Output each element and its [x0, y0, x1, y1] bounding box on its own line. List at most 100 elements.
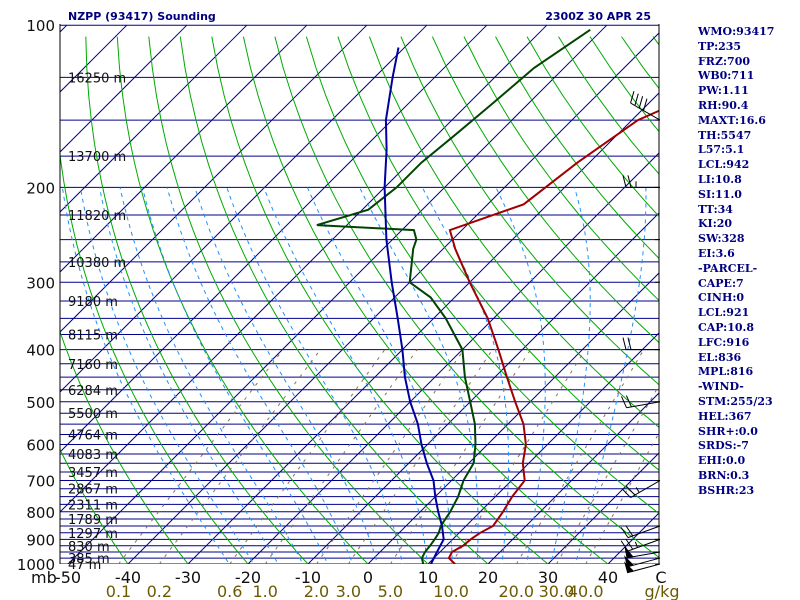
temperature-tick-label: 40	[598, 568, 618, 587]
height-label: 11820 m	[68, 209, 126, 224]
dry-adiabat-line	[60, 150, 249, 564]
index-item: SI:11.0	[698, 187, 742, 201]
index-item: BSHR:23	[698, 483, 755, 497]
isotherm-line	[60, 24, 308, 273]
index-item: SRDS:-7	[698, 439, 749, 453]
height-label: 6284 m	[68, 384, 118, 399]
dry-adiabat-line	[211, 36, 549, 564]
isotherm-line	[487, 392, 659, 564]
mixing-ratio-tick-label: 20.0	[498, 582, 534, 600]
mixing-ratio-line	[264, 349, 418, 564]
moist-adiabat-line	[421, 187, 509, 564]
dry-adiabat-line	[116, 36, 369, 564]
height-label: 16250 m	[68, 71, 126, 86]
pressure-tick-label: 1000	[17, 556, 55, 574]
dry-adiabat-line	[337, 36, 659, 471]
moist-adiabat-line	[575, 187, 647, 564]
index-item: PW:1.11	[698, 84, 749, 98]
moist-adiabat-line	[306, 187, 453, 564]
dry-adiabat-line	[179, 36, 489, 564]
moist-adiabat-line	[550, 187, 591, 564]
temperature-tick-label: -40	[115, 568, 141, 587]
height-label: 4083 m	[68, 448, 118, 463]
wind-barb	[620, 538, 661, 552]
dry-adiabat-line	[305, 36, 659, 515]
isotherm-line	[60, 24, 368, 333]
index-item: -PARCEL-	[698, 261, 758, 275]
moist-adiabat-line	[166, 187, 354, 564]
index-item: MAXT:16.6	[698, 113, 766, 127]
mixing-ratio-line	[316, 349, 465, 564]
pressure-tick-label: 800	[26, 504, 55, 522]
mixing-ratio-line	[450, 349, 586, 564]
dry-adiabat-line	[60, 329, 189, 564]
isotherm-line	[60, 24, 188, 153]
index-item: L57:5.1	[698, 143, 745, 157]
temperature-axis-unit: C	[655, 568, 666, 587]
index-item: EI:3.6	[698, 246, 735, 260]
index-item: HEL:367	[698, 409, 752, 423]
index-item: LCL:942	[698, 158, 750, 172]
moist-adiabat-line	[495, 187, 546, 564]
dry-adiabat-line	[431, 36, 659, 344]
mixing-ratio-tick-label: 5.0	[378, 582, 403, 600]
index-item: MPL:816	[698, 365, 754, 379]
index-item: TT:34	[698, 202, 733, 216]
height-label: 7160 m	[68, 358, 118, 373]
isotherm-line	[547, 452, 659, 564]
height-label: 8115 m	[68, 329, 118, 344]
temperature-tick-label: 10	[418, 568, 438, 587]
index-item: EHI:0.0	[698, 454, 746, 468]
wind-barb	[621, 395, 661, 409]
height-label: 2311 m	[68, 498, 118, 513]
height-label: 47 m	[68, 558, 101, 573]
index-item: BRN:0.3	[698, 468, 750, 482]
pressure-tick-label: 300	[26, 274, 55, 292]
wind-barb	[622, 337, 660, 351]
mixing-ratio-tick-label: 0.6	[217, 582, 242, 600]
height-label: 1789 m	[68, 513, 118, 528]
mixing-ratio-tick-label: 10.0	[433, 582, 469, 600]
mixing-ratio-tick-label: 0.2	[147, 582, 172, 600]
dry-adiabat-line	[463, 36, 659, 302]
index-item: -WIND-	[698, 380, 744, 394]
index-item: CINH:0	[698, 291, 745, 305]
dewpoint-trace	[316, 28, 591, 564]
wind-barb	[630, 91, 661, 121]
pressure-axis-unit: mb	[31, 568, 57, 587]
isotherm-line	[60, 24, 548, 513]
mixing-ratio-tick-label: 30.0	[539, 582, 575, 600]
mixing-ratio-tick-label: 0.1	[106, 582, 131, 600]
pressure-tick-label: 100	[26, 17, 55, 35]
isotherm-line	[307, 212, 659, 564]
temperature-tick-label: -10	[295, 568, 321, 587]
index-item: RH:90.4	[698, 98, 749, 112]
index-item: KI:20	[698, 217, 733, 231]
moist-adiabat-line	[61, 187, 230, 564]
height-label: 1297 m	[68, 527, 118, 542]
height-label: 4764 m	[68, 429, 118, 444]
isotherm-line	[247, 152, 659, 564]
index-item: LI:10.8	[698, 172, 742, 186]
temperature-tick-label: -30	[175, 568, 201, 587]
dry-adiabat-line	[400, 36, 659, 386]
dry-adiabat-line	[85, 36, 309, 564]
height-label: 3457 m	[68, 466, 118, 481]
isotherm-line	[127, 32, 659, 564]
pressure-tick-label: 400	[26, 342, 55, 360]
mixing-ratio-unit: g/kg	[645, 582, 680, 600]
parcel-trace	[383, 47, 445, 564]
moist-adiabat-line	[79, 187, 255, 564]
index-item: TP:235	[698, 39, 742, 53]
temperature-tick-label: 20	[478, 568, 498, 587]
height-label: 9180 m	[68, 295, 118, 310]
sounding-indices-panel: WMO:93417 TP:235 FRZ:700 WB0:711 PW:1.11 RH:9…	[698, 25, 798, 499]
pressure-tick-label: 500	[26, 394, 55, 412]
temperature-tick-label: 0	[363, 568, 373, 587]
index-item: EL:836	[698, 350, 742, 364]
mixing-ratio-tick-label: 40.0	[568, 582, 604, 600]
index-item: CAPE:7	[698, 276, 744, 290]
station-title: NZPP (93417) Sounding	[68, 10, 216, 23]
index-item: SW:328	[698, 232, 745, 246]
